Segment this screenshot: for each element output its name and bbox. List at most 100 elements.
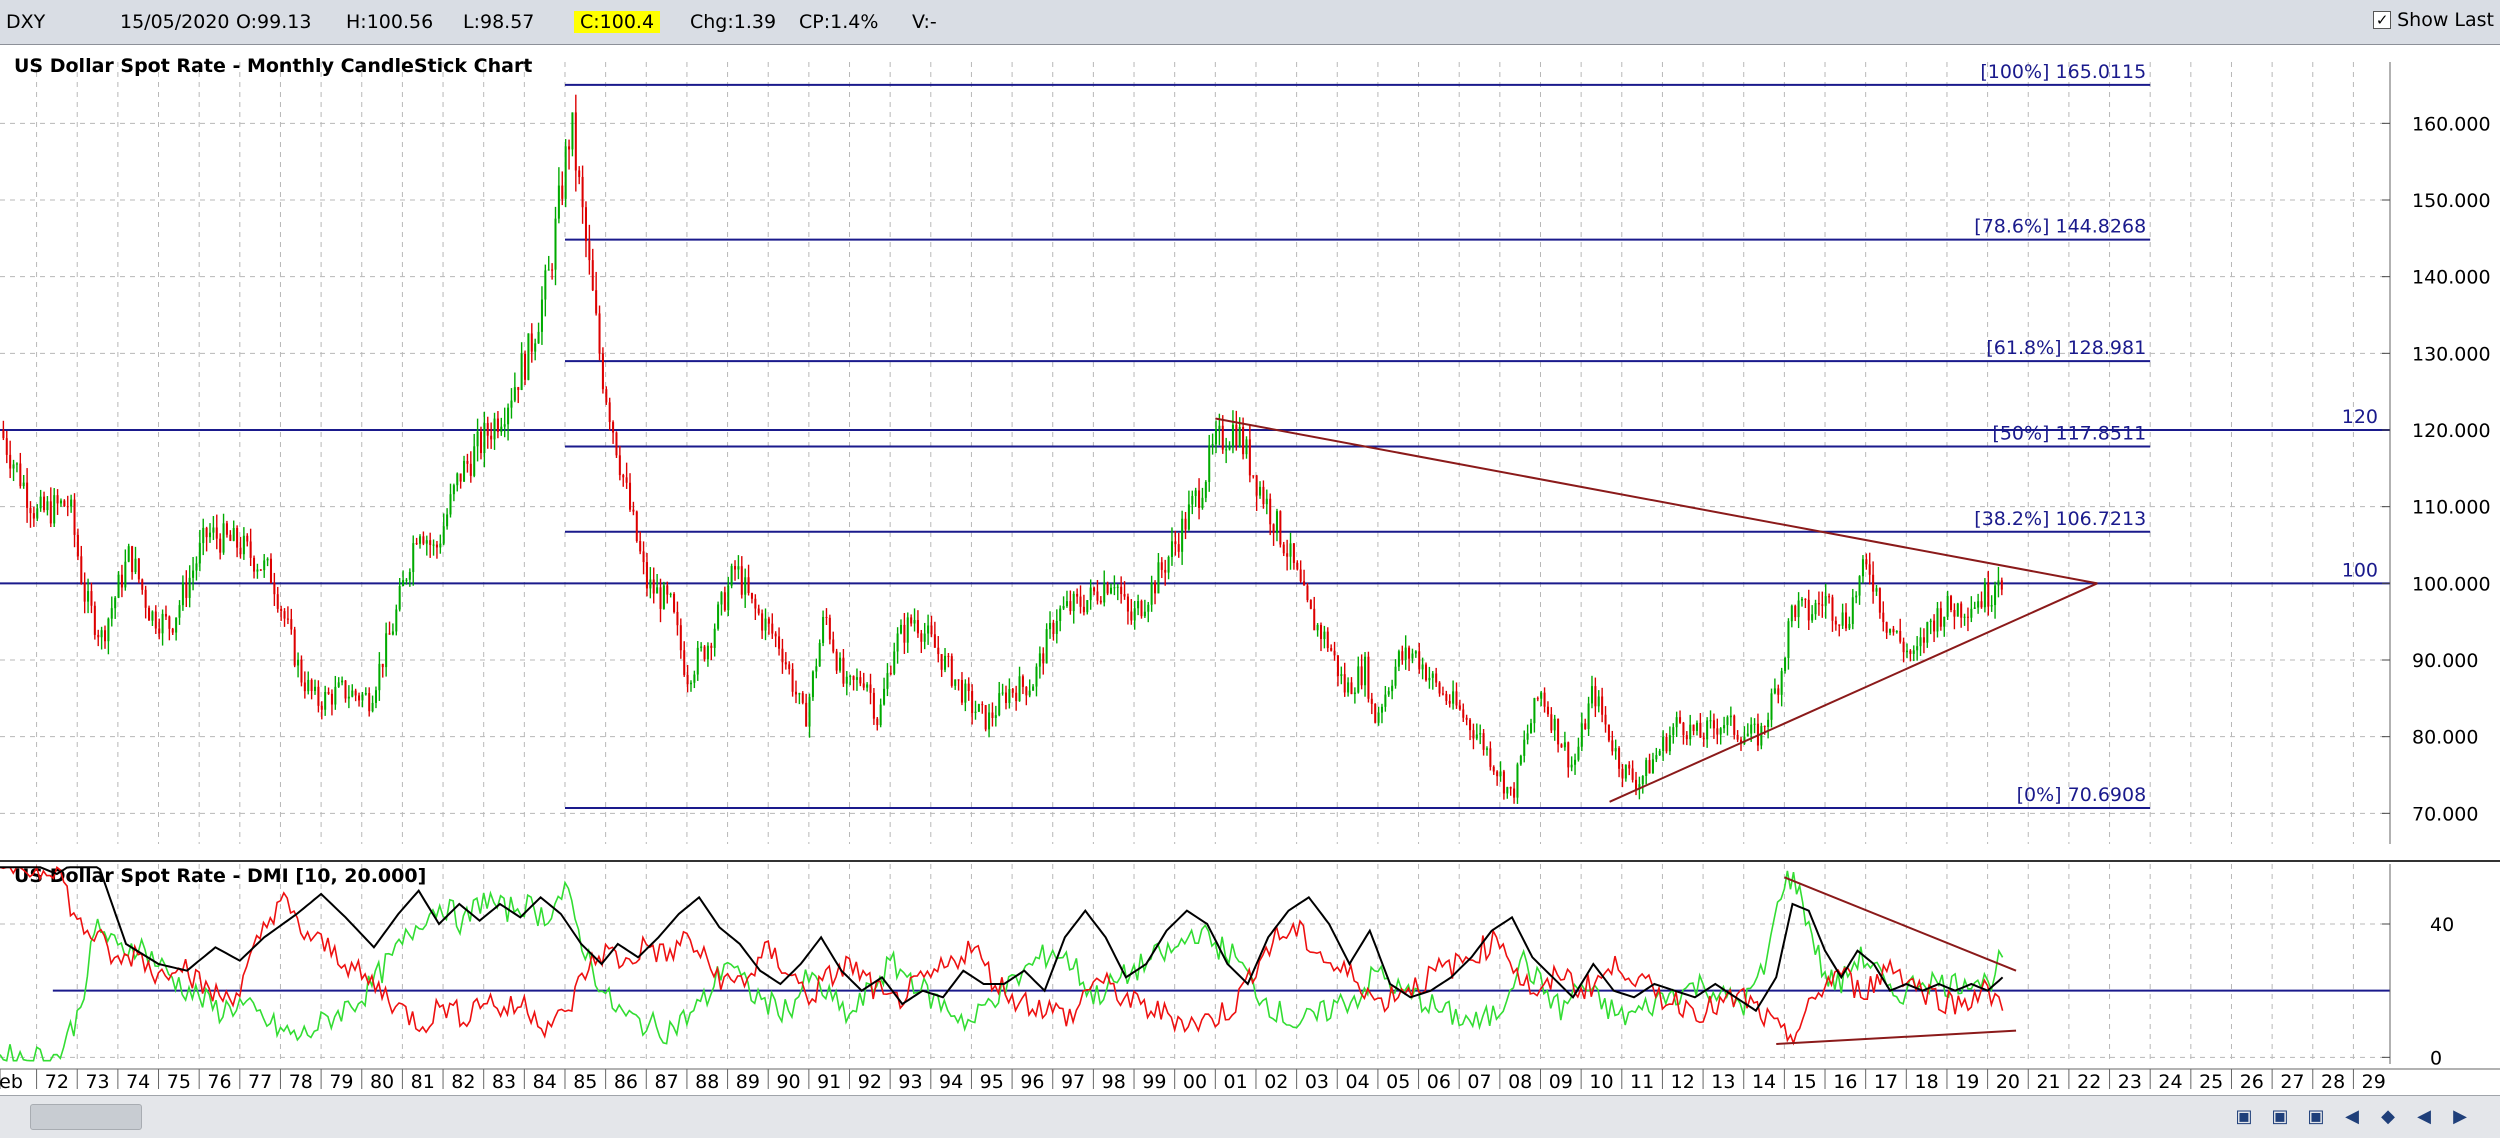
candle-body bbox=[1157, 562, 1160, 594]
candle-body bbox=[290, 619, 293, 630]
candle-body bbox=[107, 618, 110, 642]
candle-body bbox=[950, 656, 953, 686]
candle-body bbox=[83, 582, 86, 602]
candle-body bbox=[842, 657, 845, 684]
candle-body bbox=[66, 506, 69, 508]
candle-body bbox=[486, 423, 489, 436]
candle-body bbox=[1892, 628, 1895, 633]
candle-body bbox=[273, 582, 276, 595]
dmi-trendline bbox=[1776, 1029, 2017, 1045]
x-tick-label: 28 bbox=[2321, 1071, 2345, 1093]
toolbar: DXY 15/05/2020 O:99.13 H:100.56 L:98.57 … bbox=[0, 0, 2500, 45]
candle-body bbox=[1194, 490, 1197, 497]
zoom-in-icon[interactable]: ▣ bbox=[2235, 1106, 2253, 1127]
candle-body bbox=[1966, 616, 1969, 618]
candle-body bbox=[927, 625, 930, 634]
zoom-out-icon[interactable]: ▣ bbox=[2271, 1106, 2289, 1127]
candle-body bbox=[1262, 486, 1265, 505]
candle-body bbox=[1265, 498, 1268, 505]
show-last-toggle[interactable]: ✓ Show Last bbox=[2373, 9, 2494, 31]
candle-body bbox=[1089, 587, 1092, 601]
candle-body bbox=[1086, 600, 1089, 613]
candle-body bbox=[1160, 562, 1163, 570]
candle-body bbox=[1739, 739, 1743, 744]
candle-body bbox=[5, 438, 8, 455]
scroll-bar[interactable]: ▣ ▣ ▣ ◀ ◆ ◀ ▶ bbox=[0, 1095, 2500, 1138]
change-label: Chg:1.39 bbox=[690, 11, 777, 33]
x-tick-label: 16 bbox=[1833, 1071, 1857, 1093]
candle-body bbox=[835, 651, 838, 671]
candle-body bbox=[256, 569, 259, 572]
candle-body bbox=[1113, 587, 1116, 589]
candle-body bbox=[1580, 723, 1583, 747]
candle-body bbox=[212, 527, 215, 533]
candle-body bbox=[1621, 768, 1624, 779]
candle-body bbox=[923, 633, 926, 642]
candle-body bbox=[1919, 637, 1922, 647]
candle-body bbox=[1225, 449, 1228, 451]
candle-body bbox=[839, 657, 842, 671]
candle-body bbox=[12, 464, 15, 469]
candle-body bbox=[1441, 693, 1444, 695]
candle-body bbox=[866, 684, 869, 688]
candle-body bbox=[1841, 612, 1844, 626]
candle-body bbox=[1706, 720, 1709, 740]
candle-body bbox=[307, 679, 310, 692]
candle-body bbox=[1133, 608, 1136, 621]
candle-body bbox=[1695, 722, 1698, 731]
candle-body bbox=[229, 534, 232, 541]
candle-body bbox=[1655, 755, 1658, 760]
candle-body bbox=[1743, 736, 1746, 744]
candle-body bbox=[652, 579, 655, 594]
adx-line bbox=[0, 866, 2004, 1013]
candle-body bbox=[937, 647, 940, 655]
candle-body bbox=[297, 659, 300, 666]
candle-body bbox=[1326, 631, 1329, 649]
candle-body bbox=[564, 146, 567, 199]
candle-body bbox=[1784, 657, 1787, 672]
candle-body bbox=[293, 629, 296, 666]
show-last-checkbox[interactable]: ✓ bbox=[2373, 11, 2392, 29]
candle-body bbox=[422, 536, 425, 544]
x-tick-label: 97 bbox=[1061, 1071, 1085, 1093]
scroll-thumb[interactable] bbox=[30, 1104, 142, 1130]
candle-body bbox=[1916, 646, 1919, 651]
candle-body bbox=[490, 435, 493, 440]
x-tick-label: 23 bbox=[2118, 1071, 2142, 1093]
candle-body bbox=[1865, 559, 1868, 565]
candle-body bbox=[1319, 624, 1323, 640]
candle-body bbox=[1394, 666, 1397, 686]
x-tick-label: 17 bbox=[1874, 1071, 1898, 1093]
candle-body bbox=[1872, 574, 1875, 592]
candle-body bbox=[70, 499, 73, 507]
candle-body bbox=[659, 587, 662, 609]
scroll-back-icon[interactable]: ◆ bbox=[2381, 1106, 2395, 1127]
candle-body bbox=[1848, 623, 1851, 629]
candle-body bbox=[1296, 562, 1299, 570]
candle-body bbox=[879, 704, 882, 726]
candle-body bbox=[916, 620, 919, 634]
candle-body bbox=[391, 631, 394, 635]
x-tick-label: 87 bbox=[655, 1071, 679, 1093]
candle-body bbox=[700, 646, 703, 648]
dmi-y-axis: 40 0 bbox=[2382, 864, 2454, 1069]
candle-body bbox=[1861, 559, 1864, 577]
candle-body bbox=[429, 540, 432, 546]
candle-body bbox=[1770, 693, 1773, 720]
scroll-start-icon[interactable]: ◀ bbox=[2345, 1106, 2359, 1127]
candle-body bbox=[1309, 600, 1312, 609]
scroll-left-icon[interactable]: ◀ bbox=[2417, 1106, 2431, 1127]
candle-body bbox=[1845, 612, 1848, 629]
zoom-fit-icon[interactable]: ▣ bbox=[2307, 1106, 2325, 1127]
candle-body bbox=[1499, 771, 1502, 777]
candle-body bbox=[601, 353, 604, 390]
y-tick-label: 120.000 bbox=[2412, 420, 2491, 442]
candle-body bbox=[1553, 718, 1556, 731]
x-tick-label: 73 bbox=[85, 1071, 109, 1093]
scroll-right-icon[interactable]: ▶ bbox=[2453, 1106, 2467, 1127]
candle-body bbox=[1282, 544, 1285, 554]
candle-body bbox=[1465, 717, 1468, 720]
candle-body bbox=[1543, 692, 1546, 707]
x-tick-label: 75 bbox=[167, 1071, 191, 1093]
candle-body bbox=[253, 557, 256, 572]
